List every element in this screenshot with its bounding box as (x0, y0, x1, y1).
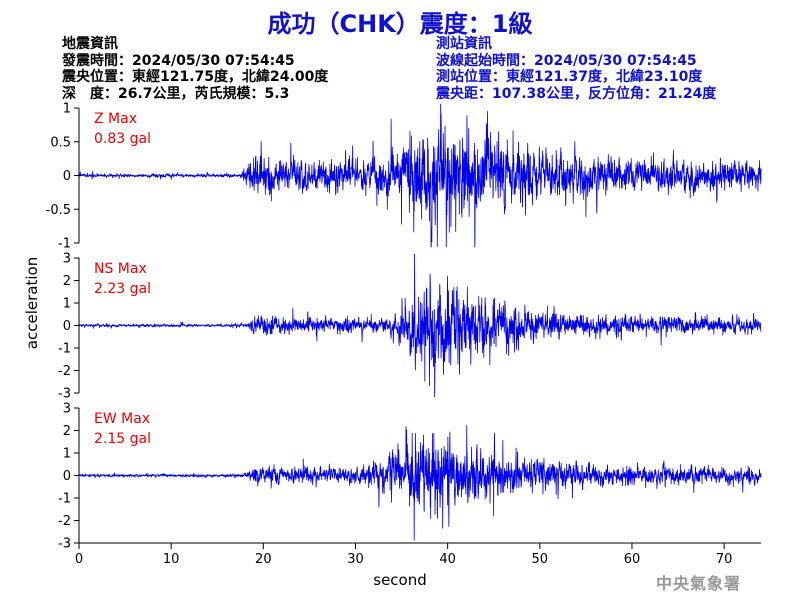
x-tick-label: 30 (347, 552, 364, 567)
x-tick-label: 70 (716, 552, 733, 567)
x-tick-label: 20 (255, 552, 272, 567)
y-tick-label: 0 (63, 469, 71, 484)
depth-magnitude: 深 度：26.7公里，芮氏規模：5.3 (62, 85, 290, 102)
max-value-ns: 2.23 gal (94, 281, 151, 297)
station-location: 測站位置：東經121.37度，北緯23.10度 (436, 69, 703, 85)
y-tick-label: 3 (63, 402, 71, 417)
station-info-block: 測站資訊 波線起始時間：2024/05/30 07:54:45 測站位置：東經1… (436, 36, 716, 102)
waveform-z (78, 103, 762, 248)
y-tick-label: -1 (58, 342, 71, 357)
max-value-ew: 2.15 gal (94, 431, 151, 447)
max-label-ns: NS Max (94, 261, 147, 277)
y-tick-label: 0.5 (50, 135, 71, 150)
y-tick-label: -1 (58, 237, 71, 252)
y-tick-label: 1 (63, 102, 71, 117)
y-tick-label: 2 (63, 274, 71, 289)
y-tick-label: -0.5 (46, 203, 71, 218)
y-tick-label: -3 (58, 537, 71, 552)
x-tick-label: 10 (163, 552, 180, 567)
event-info-heading: 地震資訊 (62, 36, 118, 52)
x-axis-label: second (373, 571, 427, 589)
max-label-z: Z Max (94, 111, 137, 127)
waveform-ns (78, 253, 762, 398)
y-tick-label: 3 (63, 252, 71, 267)
x-tick-label: 60 (624, 552, 641, 567)
epicenter-location: 震央位置：東經121.75度，北緯24.00度 (62, 69, 329, 85)
x-tick-label: 50 (532, 552, 549, 567)
waveform-ew (78, 425, 762, 541)
x-tick-label: 0 (75, 552, 83, 567)
event-info-block: 地震資訊 發震時間：2024/05/30 07:54:45 震央位置：東經121… (62, 36, 328, 102)
x-tick-label: 40 (439, 552, 456, 567)
y-tick-label: 1 (63, 297, 71, 312)
y-tick-label: -2 (58, 364, 71, 379)
y-tick-label: 0 (63, 319, 71, 334)
agency-name: 中央氣象署 (656, 574, 742, 593)
page-title: 成功（CHK）震度：1級 (267, 10, 533, 38)
y-tick-label: 1 (63, 447, 71, 462)
y-tick-label: 0 (63, 169, 71, 184)
max-label-ew: EW Max (94, 411, 150, 427)
y-tick-label: -1 (58, 492, 71, 507)
station-info-heading: 測站資訊 (436, 36, 492, 52)
y-tick-label: -3 (58, 387, 71, 402)
max-value-z: 0.83 gal (94, 131, 151, 147)
origin-time: 發震時間：2024/05/30 07:54:45 (62, 52, 295, 69)
y-tick-label: -2 (58, 514, 71, 529)
distance-azimuth: 震央距：107.38公里，反方位角：21.24度 (436, 85, 717, 102)
wave-start-time: 波線起始時間：2024/05/30 07:54:45 (436, 52, 697, 69)
y-axis-label: acceleration (23, 257, 41, 349)
y-tick-label: 2 (63, 424, 71, 439)
